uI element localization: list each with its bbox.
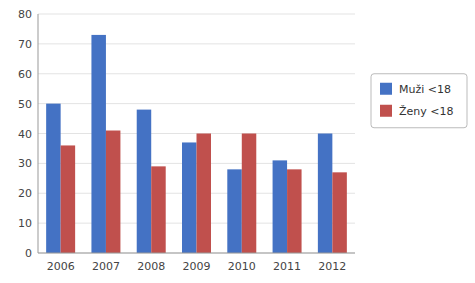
legend-swatch: [380, 83, 392, 95]
y-axis-line: [38, 14, 39, 253]
x-tick-label: 2009: [183, 260, 211, 273]
legend-swatch: [380, 105, 392, 117]
bar: [318, 134, 332, 254]
bar: [332, 172, 346, 253]
x-tick-label: 2011: [273, 260, 301, 273]
bar: [273, 160, 287, 253]
legend-label: Ženy <18: [399, 105, 454, 118]
bars: [46, 35, 347, 253]
y-tick-label: 70: [18, 38, 32, 51]
x-tick-label: 2010: [228, 260, 256, 273]
y-tick-label: 60: [18, 68, 32, 81]
y-tick-label: 0: [25, 247, 32, 260]
bar: [151, 166, 165, 253]
x-tick-label: 2006: [47, 260, 75, 273]
y-tick-label: 10: [18, 217, 32, 230]
grid-line: [38, 253, 355, 254]
bar: [197, 134, 211, 254]
y-tick-label: 20: [18, 187, 32, 200]
bar: [227, 169, 241, 253]
bar: [242, 134, 256, 254]
grid-line: [38, 14, 355, 15]
bar: [287, 169, 301, 253]
bar: [61, 145, 75, 253]
legend-label: Muži <18: [399, 83, 451, 96]
bar: [182, 142, 196, 253]
x-tick-label: 2008: [137, 260, 165, 273]
bar: [137, 110, 151, 253]
legend: Muži <18 Ženy <18: [371, 74, 467, 128]
grid-line: [38, 73, 355, 74]
legend-box: [371, 74, 467, 128]
bar: [106, 131, 120, 253]
y-tick-label: 80: [18, 8, 32, 21]
chart-container: 0 10 20 30 40 50 60 70 80 2006 2007 2008 2009 2010 201…: [0, 0, 475, 283]
bar: [46, 104, 60, 253]
grid-line: [38, 103, 355, 104]
x-tick-label: 2012: [318, 260, 346, 273]
grid-line: [38, 43, 355, 44]
chart-svg: 0 10 20 30 40 50 60 70 80 2006 2007 2008 2009 2010 201…: [0, 0, 475, 283]
y-tick-label: 40: [18, 128, 32, 141]
bar: [91, 35, 105, 253]
x-tick-label: 2007: [92, 260, 120, 273]
y-tick-label: 50: [18, 98, 32, 111]
y-tick-label: 30: [18, 157, 32, 170]
grid: [38, 14, 355, 253]
x-axis-line: [38, 253, 355, 254]
